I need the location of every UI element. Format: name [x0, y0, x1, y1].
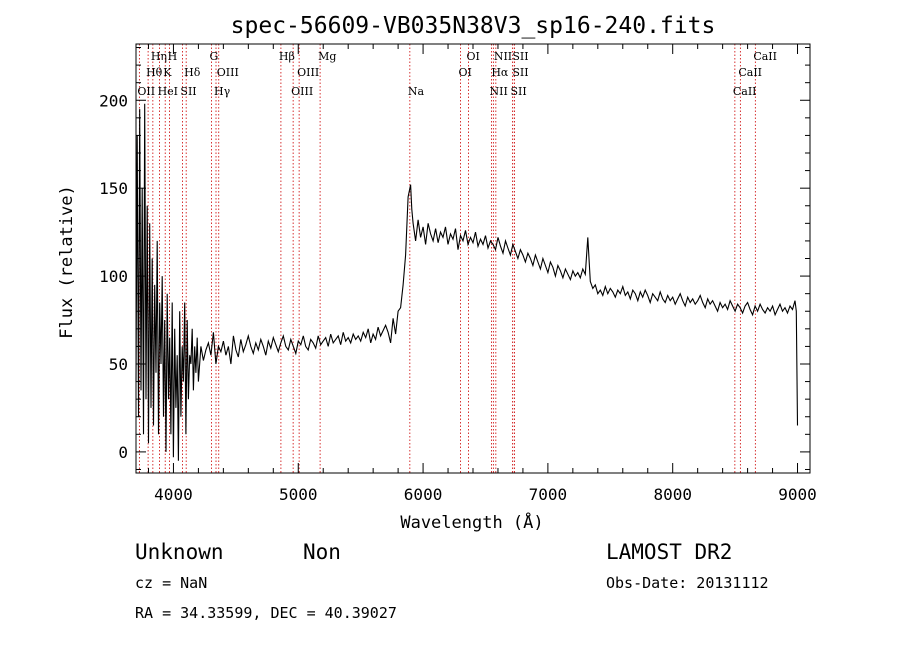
x-tick-label: 7000 — [529, 485, 568, 504]
spectral-line-label: HeI — [158, 85, 178, 98]
spectral-line-markers — [138, 44, 756, 473]
spectral-line-label: K — [163, 66, 172, 79]
spectral-line-label: CaII — [733, 85, 757, 98]
spectral-line-label: Mg — [318, 50, 336, 63]
spectral-line-label: SII — [512, 50, 528, 63]
spectral-line-label: H — [168, 50, 178, 63]
x-axis-ticks: 4000 5000 6000 7000 8000 9000 — [147, 44, 817, 504]
y-tick-label: 0 — [118, 443, 128, 462]
spectral-line-label: Hα — [491, 66, 509, 79]
spectral-line-label: Hη — [151, 50, 167, 63]
x-tick-label: 5000 — [279, 485, 318, 504]
spectral-line-label: Na — [408, 85, 425, 98]
spectral-line-label: OII — [137, 85, 155, 98]
object-subclass: Non — [303, 540, 341, 564]
coordinates-text: RA = 34.33599, DEC = 40.39027 — [135, 604, 397, 622]
spectral-line-label: OI — [467, 50, 480, 63]
y-tick-label: 100 — [99, 267, 128, 286]
spectral-line-label: CaII — [738, 66, 762, 79]
survey-name: LAMOST DR2 — [606, 540, 732, 564]
plot-frame — [135, 43, 811, 474]
spectral-line-labels: OIIHθHηHeIKHSIIHδGHγOIIIHβOIIIOIIIMgNaOI… — [137, 50, 777, 98]
spectral-line-label: NII — [494, 50, 512, 63]
spectrum-series-line — [135, 103, 799, 461]
spectral-line-label: NII — [489, 85, 507, 98]
y-tick-label: 50 — [109, 355, 128, 374]
object-class: Unknown — [135, 540, 224, 564]
x-tick-label: 4000 — [154, 485, 193, 504]
spectral-line-label: G — [210, 50, 219, 63]
spectral-line-label: Hβ — [279, 50, 295, 63]
y-tick-label: 200 — [99, 91, 128, 110]
spectral-line-label: SII — [512, 66, 528, 79]
x-tick-label: 9000 — [778, 485, 817, 504]
spectral-line-label: OI — [459, 66, 472, 79]
spectral-line-label: CaII — [753, 50, 777, 63]
y-axis-title: Flux (relative) — [57, 185, 77, 339]
x-tick-label: 6000 — [404, 485, 443, 504]
y-axis-ticks: 0 50 100 150 200 — [99, 47, 810, 470]
spectral-line-label: SII — [180, 85, 196, 98]
x-tick-label: 8000 — [653, 485, 692, 504]
redshift-text: cz = NaN — [135, 574, 207, 592]
spectral-line-label: OIII — [297, 66, 319, 79]
spectral-line-label: OIII — [217, 66, 239, 79]
spectral-line-label: Hγ — [214, 85, 231, 98]
chart-title: spec-56609-VB035N38V3_sp16-240.fits — [231, 13, 716, 39]
spectral-line-label: OIII — [291, 85, 313, 98]
y-tick-label: 150 — [99, 179, 128, 198]
spectral-line-label: Hδ — [184, 66, 201, 79]
spectral-line-label: Hθ — [146, 66, 163, 79]
obs-date-text: Obs-Date: 20131112 — [606, 574, 769, 592]
x-axis-title: Wavelength (Å) — [400, 511, 543, 533]
spectral-line-label: SII — [510, 85, 526, 98]
